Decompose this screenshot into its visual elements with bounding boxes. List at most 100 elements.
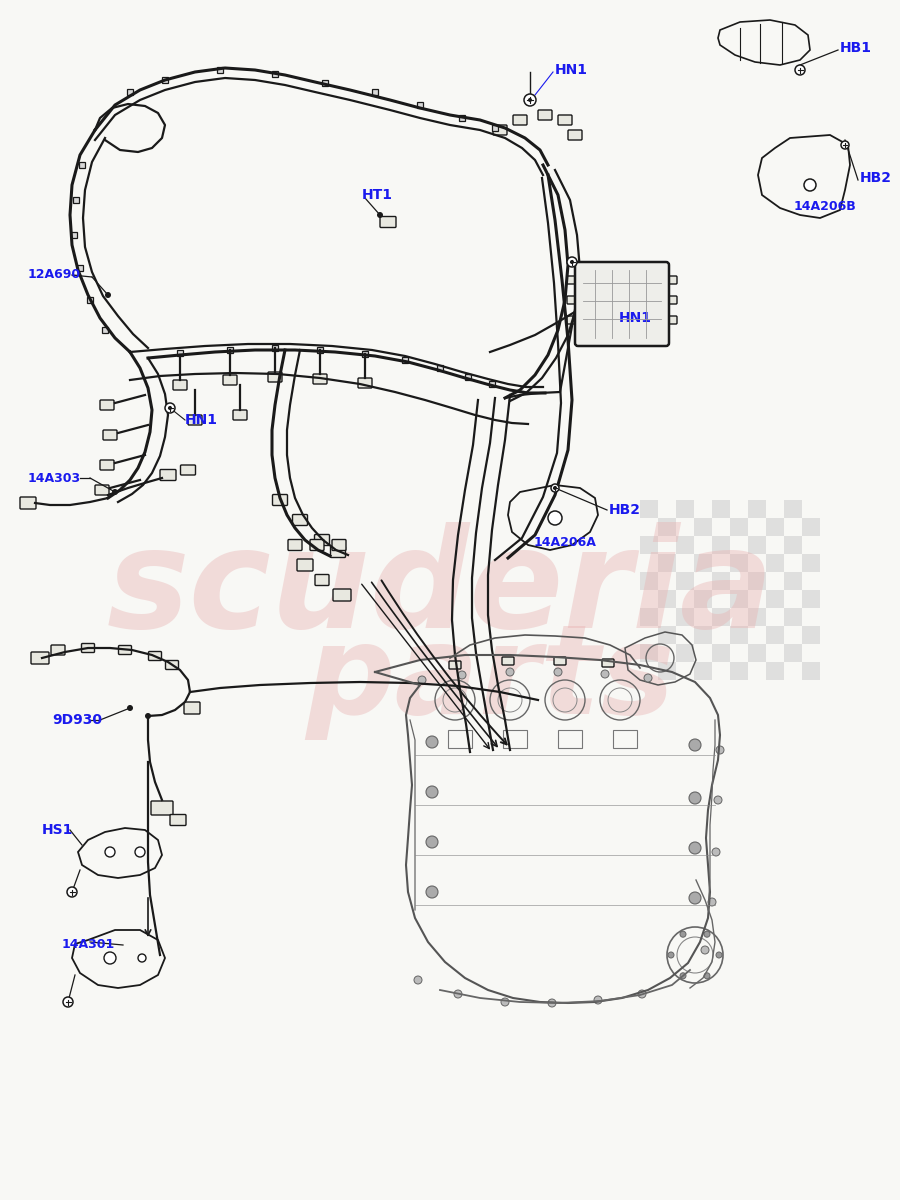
Bar [217, 67, 223, 73]
Bar [694, 554, 712, 572]
Bar [640, 608, 658, 626]
Circle shape [426, 886, 438, 898]
Circle shape [712, 848, 720, 856]
Circle shape [67, 887, 77, 898]
Bar [676, 608, 694, 626]
Bar [802, 590, 820, 608]
Circle shape [63, 997, 73, 1007]
Circle shape [414, 976, 422, 984]
Bar [437, 365, 443, 371]
FancyBboxPatch shape [82, 643, 94, 653]
FancyBboxPatch shape [223, 374, 237, 385]
Bar [658, 554, 676, 572]
FancyBboxPatch shape [380, 216, 396, 228]
Bar [730, 518, 748, 536]
Bar [730, 662, 748, 680]
Bar [658, 590, 676, 608]
Bar [227, 347, 233, 353]
Bar [676, 644, 694, 662]
Circle shape [714, 796, 722, 804]
Bar [503, 730, 527, 748]
Circle shape [689, 739, 701, 751]
Bar [489, 382, 495, 386]
Circle shape [701, 946, 709, 954]
Circle shape [112, 490, 118, 494]
Circle shape [548, 511, 562, 526]
FancyBboxPatch shape [288, 540, 302, 551]
Circle shape [704, 931, 710, 937]
FancyBboxPatch shape [332, 540, 346, 551]
Bar [694, 662, 712, 680]
Bar [417, 102, 423, 108]
Bar [676, 500, 694, 518]
Circle shape [524, 94, 536, 106]
Bar [317, 347, 323, 353]
Bar [658, 662, 676, 680]
Bar [87, 296, 93, 302]
Text: HS1: HS1 [42, 823, 74, 838]
Circle shape [689, 892, 701, 904]
Bar [127, 89, 133, 95]
Bar [712, 644, 730, 662]
FancyBboxPatch shape [567, 276, 577, 284]
Circle shape [418, 676, 426, 684]
Bar [77, 265, 83, 271]
FancyBboxPatch shape [667, 276, 677, 284]
FancyBboxPatch shape [314, 534, 329, 546]
FancyBboxPatch shape [100, 400, 114, 410]
FancyBboxPatch shape [567, 316, 577, 324]
Circle shape [804, 179, 816, 191]
Bar [676, 572, 694, 590]
FancyBboxPatch shape [20, 497, 36, 509]
Bar [492, 125, 498, 131]
Bar [748, 500, 766, 518]
Bar [640, 644, 658, 662]
Bar [640, 500, 658, 518]
Text: parts: parts [305, 619, 675, 740]
Text: HB1: HB1 [840, 41, 872, 55]
Bar [784, 608, 802, 626]
Circle shape [168, 406, 172, 410]
Circle shape [426, 786, 438, 798]
FancyBboxPatch shape [31, 652, 49, 664]
FancyBboxPatch shape [502, 658, 514, 665]
Bar [177, 350, 183, 356]
Bar [712, 536, 730, 554]
FancyBboxPatch shape [567, 296, 577, 304]
Bar [802, 662, 820, 680]
FancyBboxPatch shape [554, 658, 566, 665]
Bar [802, 626, 820, 644]
FancyBboxPatch shape [103, 430, 117, 440]
Circle shape [105, 292, 111, 298]
Bar [272, 71, 278, 77]
Bar [766, 518, 784, 536]
Text: HN1: HN1 [555, 62, 588, 77]
Circle shape [716, 746, 724, 754]
Circle shape [105, 847, 115, 857]
Text: 14A206A: 14A206A [534, 535, 597, 548]
FancyBboxPatch shape [449, 661, 461, 670]
FancyBboxPatch shape [100, 460, 114, 470]
Bar [658, 626, 676, 644]
Circle shape [567, 257, 577, 266]
Text: HN1: HN1 [619, 311, 652, 325]
Circle shape [553, 486, 557, 490]
Circle shape [458, 671, 466, 679]
Circle shape [716, 952, 722, 958]
Bar [784, 572, 802, 590]
FancyBboxPatch shape [513, 115, 527, 125]
FancyBboxPatch shape [170, 815, 186, 826]
Bar [694, 626, 712, 644]
Circle shape [668, 952, 674, 958]
Circle shape [601, 670, 609, 678]
Bar [802, 554, 820, 572]
Bar [694, 590, 712, 608]
Bar [748, 536, 766, 554]
Bar [162, 77, 168, 83]
FancyBboxPatch shape [181, 464, 195, 475]
FancyBboxPatch shape [310, 540, 324, 551]
Circle shape [548, 998, 556, 1007]
Bar [73, 197, 79, 203]
Text: 14A206B: 14A206B [794, 200, 857, 214]
Bar [748, 644, 766, 662]
